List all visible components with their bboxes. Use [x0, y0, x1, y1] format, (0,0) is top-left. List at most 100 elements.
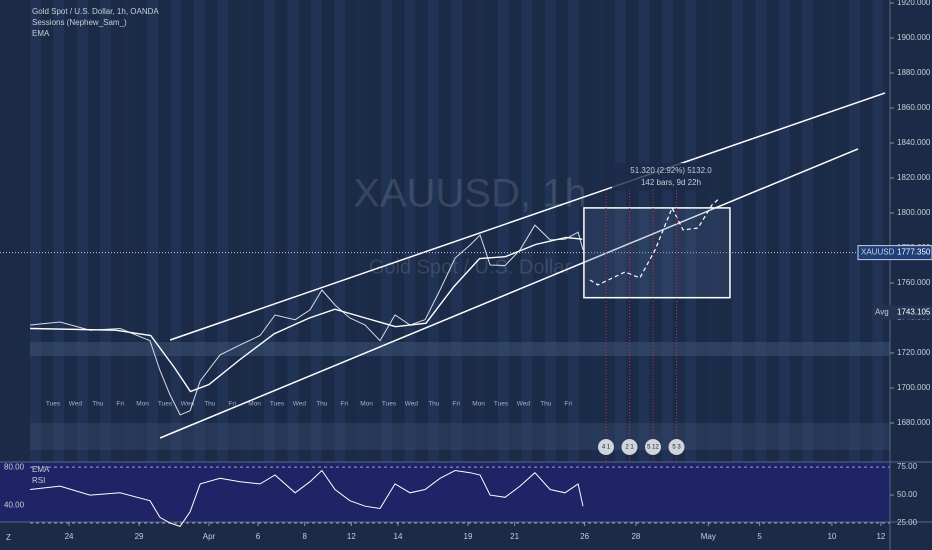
session-label: Mon — [360, 401, 373, 408]
event-label: 4 1 — [602, 445, 611, 451]
session-stripe — [287, 0, 299, 462]
x-tick-label: 5 — [757, 532, 762, 541]
session-label: Thu — [540, 401, 552, 408]
x-tick-label: 21 — [510, 532, 519, 541]
session-label: Wed — [517, 401, 531, 408]
last-price-name: XAUUSD — [861, 248, 895, 257]
indicator-label: EMA — [32, 29, 50, 38]
event-label: 5 3 — [672, 445, 681, 451]
session-stripe — [100, 0, 112, 462]
measure-label: 142 bars, 9d 22h — [641, 178, 701, 187]
session-stripe — [591, 0, 603, 462]
session-label: Wed — [69, 401, 83, 408]
indicator-label: EMA — [32, 465, 50, 474]
chart-title: Gold Spot / U.S. Dollar, 1h, OANDA — [32, 7, 159, 16]
y-tick-label: 1700.000 — [897, 383, 931, 392]
session-label: Mon — [248, 401, 261, 408]
session-label: Tues — [382, 401, 397, 408]
indicator-label: RSI — [32, 476, 45, 485]
session-stripe — [357, 0, 369, 462]
x-tick-label: 12 — [347, 532, 356, 541]
session-label: Thu — [316, 401, 328, 408]
session-stripe — [474, 0, 486, 462]
y-tick-label: 1800.000 — [897, 208, 931, 217]
session-stripe — [217, 0, 229, 462]
avg-name: Avg — [875, 308, 889, 317]
zone — [30, 423, 890, 450]
event-label: 5 12 — [647, 445, 659, 451]
session-label: Thu — [92, 401, 104, 408]
session-label: Wed — [181, 401, 195, 408]
session-stripe — [264, 0, 275, 462]
rsi-pane — [0, 462, 890, 522]
last-price-label: 1777.350 — [897, 248, 931, 257]
y-tick-label: 1920.000 — [897, 0, 931, 7]
session-stripe — [615, 0, 626, 462]
session-stripe — [193, 0, 205, 462]
x-tick-label: 28 — [631, 532, 640, 541]
x-tick-label: 14 — [394, 532, 403, 541]
x-tick-label: 8 — [302, 532, 307, 541]
session-stripe — [76, 0, 88, 462]
session-label: Tues — [270, 401, 285, 408]
session-stripe — [802, 0, 814, 462]
session-stripe — [53, 0, 65, 462]
session-stripe — [544, 0, 556, 462]
session-label: Mon — [136, 401, 149, 408]
session-stripe — [334, 0, 346, 462]
session-stripe — [638, 0, 650, 462]
y-left-tick-label: 80.00 — [4, 462, 25, 471]
session-stripe — [240, 0, 252, 462]
session-stripe — [427, 0, 439, 462]
session-label: Fri — [228, 401, 236, 408]
session-stripe — [661, 0, 673, 462]
y-tick-label: 1880.000 — [897, 68, 931, 77]
session-label: Tues — [494, 401, 509, 408]
session-stripe — [708, 0, 720, 462]
y-tick-label: 1720.000 — [897, 348, 931, 357]
corner-label: Z — [6, 533, 11, 542]
session-stripe — [381, 0, 392, 462]
session-label: Mon — [472, 401, 485, 408]
measure-label: 51.320 (2.92%) 5132.0 — [630, 166, 712, 175]
y-tick-label: 1760.000 — [897, 278, 931, 287]
session-label: Tues — [46, 401, 61, 408]
trendline — [159, 148, 859, 439]
session-stripe — [404, 0, 416, 462]
x-tick-label: May — [701, 532, 716, 541]
session-label: Wed — [405, 401, 419, 408]
event-badge — [621, 439, 638, 455]
avg-label: 1743.105 — [897, 308, 931, 317]
session-label: Thu — [204, 401, 216, 408]
session-label: Fri — [340, 401, 348, 408]
session-stripe — [498, 0, 509, 462]
session-stripes — [30, 0, 884, 462]
session-stripe — [170, 0, 182, 462]
session-stripe — [30, 0, 41, 462]
y-left-tick-label: 40.00 — [4, 501, 25, 510]
y-tick-label: 1840.000 — [897, 138, 931, 147]
avg-badge — [872, 305, 932, 320]
event-badge — [668, 439, 685, 455]
measure-label-bg — [612, 163, 730, 191]
y-tick-label: 1820.000 — [897, 173, 931, 182]
session-stripe — [755, 0, 767, 462]
x-tick-label: 24 — [65, 532, 74, 541]
measure-box — [583, 207, 731, 299]
last-price-badge — [857, 245, 932, 261]
y-tick-label: 75.00 — [897, 462, 918, 471]
rsi-line — [30, 469, 584, 527]
session-stripe — [872, 0, 884, 462]
event-badge — [598, 439, 614, 455]
watermark: XAUUSD, 1h — [353, 172, 586, 216]
y-tick-label: 1860.000 — [897, 103, 931, 112]
session-stripe — [778, 0, 790, 462]
x-tick-label: 19 — [464, 532, 473, 541]
indicator-label: Sessions (Nephew_Sam_) — [32, 18, 127, 27]
x-tick-label: 29 — [135, 532, 144, 541]
session-label: Tues — [158, 401, 173, 408]
x-tick-label: Apr — [203, 532, 216, 541]
session-stripe — [568, 0, 580, 462]
session-stripe — [310, 0, 322, 462]
event-label: 2 1 — [625, 445, 634, 451]
